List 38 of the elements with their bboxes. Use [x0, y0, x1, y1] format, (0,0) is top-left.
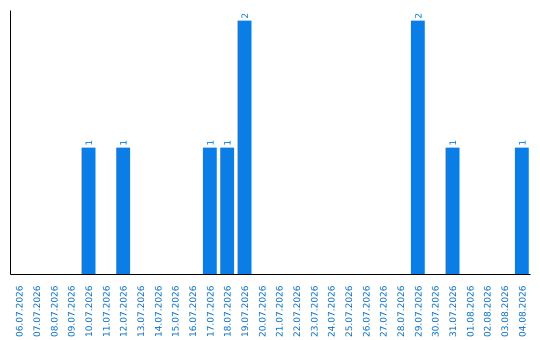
x-tick-label: 25.07.2026 [345, 285, 355, 338]
x-tick-label: 10.07.2026 [85, 285, 95, 338]
x-tick-label: 19.07.2026 [241, 285, 251, 338]
x-tick-label: 16.07.2026 [189, 285, 199, 338]
x-tick-label: 07.07.2026 [33, 285, 43, 338]
x-tick-label: 28.07.2026 [397, 285, 407, 338]
x-tick-label: 22.07.2026 [293, 285, 303, 338]
x-tick-label: 29.07.2026 [414, 285, 424, 338]
data-label: 1 [224, 140, 234, 146]
x-tick-label: 11.07.2026 [102, 285, 112, 338]
x-tick-label: 12.07.2026 [120, 285, 130, 338]
data-label: 2 [414, 12, 424, 19]
x-tick-label: 01.08.2026 [466, 285, 476, 338]
x-tick-label: 03.08.2026 [501, 285, 511, 338]
data-label: 1 [449, 140, 459, 146]
data-label: 1 [120, 140, 130, 146]
x-tick-label: 27.07.2026 [380, 285, 390, 338]
x-tick-label: 23.07.2026 [310, 285, 320, 338]
x-tick-label: 08.07.2026 [50, 285, 60, 338]
data-label: 2 [241, 12, 251, 19]
data-label: 1 [85, 140, 95, 146]
x-tick-label: 21.07.2026 [276, 285, 286, 338]
data-label: 1 [206, 140, 216, 146]
x-tick-label: 13.07.2026 [137, 285, 147, 338]
x-tick-label: 14.07.2026 [154, 285, 164, 338]
x-tick-label: 04.08.2026 [518, 285, 528, 338]
x-tick-label: 30.07.2026 [432, 285, 442, 338]
x-tick-label: 17.07.2026 [206, 285, 216, 338]
x-tick-label: 31.07.2026 [449, 285, 459, 338]
x-tick-label: 15.07.2026 [172, 285, 182, 338]
x-tick-label: 06.07.2026 [16, 285, 26, 338]
x-tick-label: 26.07.2026 [362, 285, 372, 338]
x-tick-label: 20.07.2026 [258, 285, 268, 338]
x-tick-label: 02.08.2026 [484, 285, 494, 338]
x-tick-label: 18.07.2026 [224, 285, 234, 338]
x-tick-label: 09.07.2026 [68, 285, 78, 338]
x-tick-label: 24.07.2026 [328, 285, 338, 338]
data-label: 1 [518, 140, 528, 146]
